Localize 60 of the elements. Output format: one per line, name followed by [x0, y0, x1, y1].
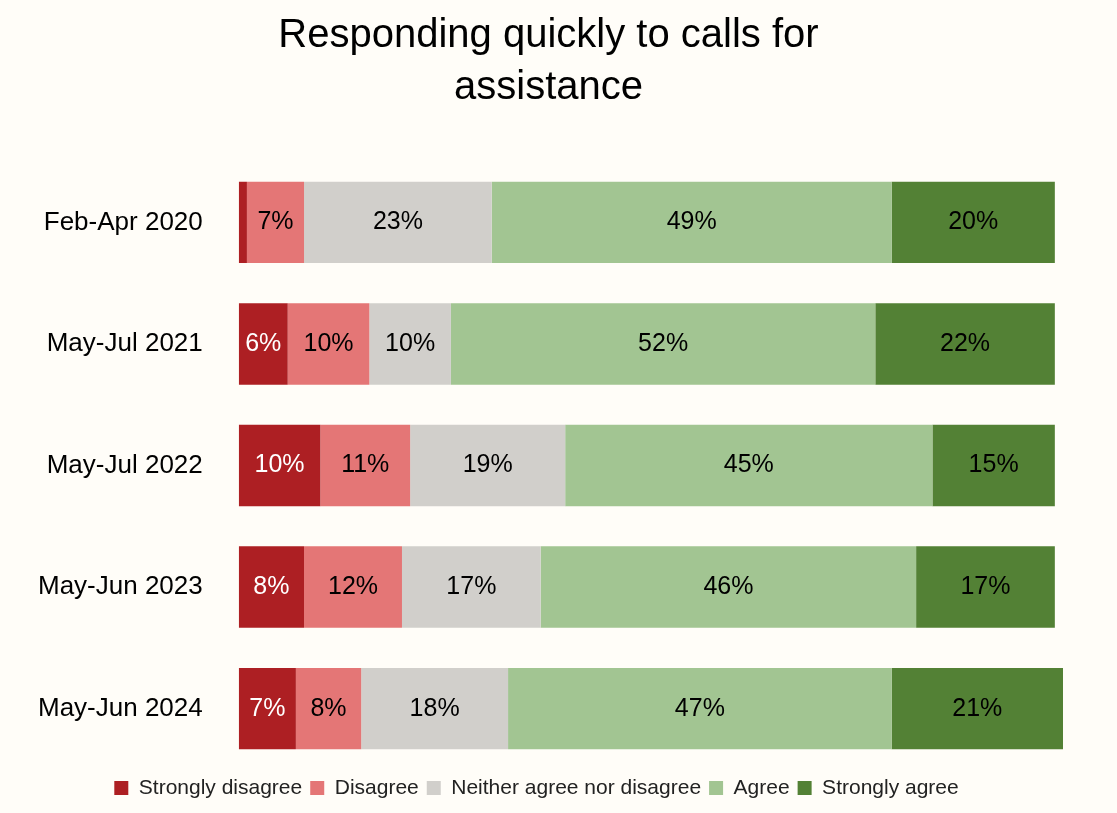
bar: [238, 424, 321, 507]
legend-label: Agree: [733, 774, 790, 798]
bar: [238, 546, 305, 628]
bar: [450, 303, 876, 385]
bar: [238, 181, 247, 264]
data-label: 17%: [446, 570, 497, 599]
data-label: 15%: [968, 449, 1019, 478]
bar: [916, 546, 1055, 628]
bar: [401, 546, 541, 628]
legend-label: Strongly disagree: [138, 774, 303, 798]
bar: [565, 424, 933, 507]
data-label: 17%: [960, 570, 1011, 599]
bar: [304, 181, 492, 264]
data-label: 10%: [254, 449, 305, 478]
bar: [891, 667, 1063, 750]
data-label: 7%: [257, 206, 294, 235]
bar: [875, 303, 1055, 385]
bar: [304, 546, 402, 628]
data-label: 49%: [666, 206, 717, 235]
bar: [410, 424, 566, 507]
data-label: 46%: [703, 570, 754, 599]
legend-label: Disagree: [334, 774, 419, 798]
data-label: 45%: [723, 449, 774, 478]
data-label: 11%: [341, 449, 390, 478]
y-tick-label: May-Jul 2021: [46, 327, 203, 358]
data-label: 18%: [409, 692, 460, 721]
bar: [238, 667, 296, 750]
data-label: 20%: [948, 206, 999, 235]
bar: [491, 181, 892, 264]
bar: [932, 424, 1055, 507]
bar: [361, 667, 509, 750]
data-label: 52%: [638, 327, 689, 356]
y-tick-label: May-Jun 2024: [37, 691, 203, 722]
legend-label: Strongly agree: [822, 774, 959, 798]
data-label: 10%: [303, 327, 354, 356]
data-label: 47%: [674, 692, 725, 721]
chart-title: Responding quickly to calls for assistance: [277, 10, 820, 109]
y-tick-label: May-Jul 2022: [46, 448, 203, 479]
bar: [369, 303, 451, 385]
y-tick-label: May-Jun 2023: [37, 570, 203, 601]
bar: [246, 181, 305, 264]
data-label: 7%: [249, 692, 286, 721]
y-tick-label: Feb-Apr 2020: [43, 205, 203, 236]
data-label: 21%: [952, 692, 1003, 721]
data-label: 10%: [385, 327, 436, 356]
bar: [295, 667, 362, 750]
data-label: 6%: [245, 327, 282, 356]
data-label: 23%: [372, 206, 423, 235]
bar: [540, 546, 917, 628]
data-label: 8%: [253, 570, 290, 599]
bar: [891, 181, 1055, 264]
legend-label: Neither agree nor disagree: [451, 774, 702, 798]
bar: [320, 424, 411, 507]
data-label: 22%: [940, 327, 991, 356]
data-label: 12%: [327, 570, 379, 599]
bar: [287, 303, 370, 385]
bar: [238, 303, 288, 385]
data-label: 8%: [310, 692, 347, 721]
bar: [508, 667, 892, 750]
data-label: 19%: [462, 449, 513, 478]
